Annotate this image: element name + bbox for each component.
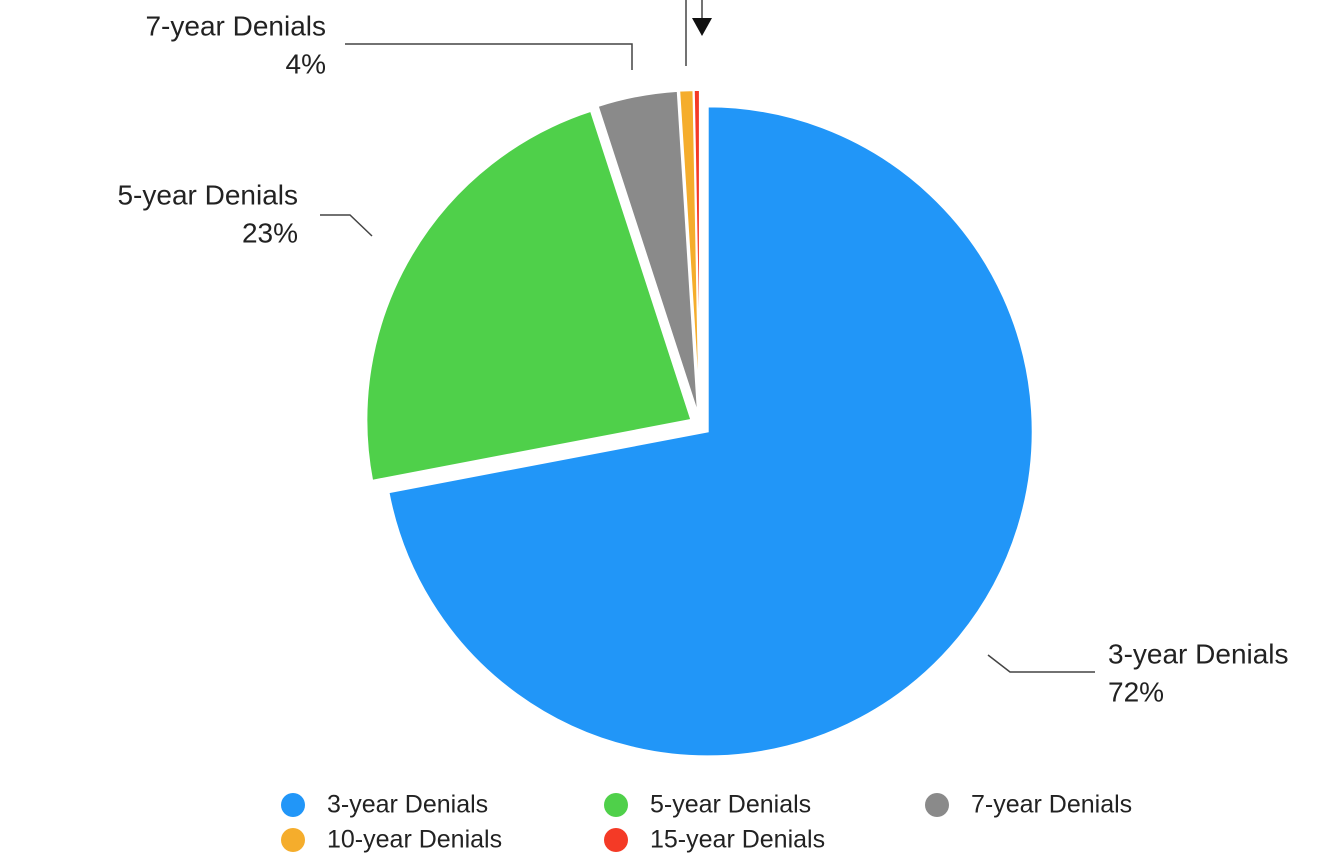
leader-line	[987, 654, 1095, 673]
slice-value-label: 23%	[242, 217, 298, 248]
legend-label: 5-year Denials	[650, 791, 811, 819]
top-arrows	[685, 0, 712, 66]
pie-slice	[365, 109, 693, 482]
slice-value-label: 4%	[286, 48, 326, 79]
slice-label: 5-year Denials	[117, 179, 298, 210]
legend-label: 3-year Denials	[327, 791, 488, 819]
pie-slice	[692, 89, 701, 416]
legend-swatch	[604, 793, 628, 817]
legend-label: 7-year Denials	[971, 791, 1132, 819]
leader-line	[345, 43, 633, 70]
legend-label: 15-year Denials	[650, 826, 825, 854]
legend-swatch	[604, 828, 628, 852]
legend-swatch	[281, 793, 305, 817]
arrow-head	[692, 18, 712, 36]
legend-swatch	[281, 828, 305, 852]
slice-label: 3-year Denials	[1108, 638, 1289, 669]
pie-slice	[596, 89, 700, 416]
leader-line	[320, 214, 373, 237]
legend-swatch	[925, 793, 949, 817]
slice-label: 7-year Denials	[145, 10, 326, 41]
legend-label: 10-year Denials	[327, 826, 502, 854]
pie-slice	[387, 105, 1034, 758]
slice-value-label: 72%	[1108, 676, 1164, 707]
